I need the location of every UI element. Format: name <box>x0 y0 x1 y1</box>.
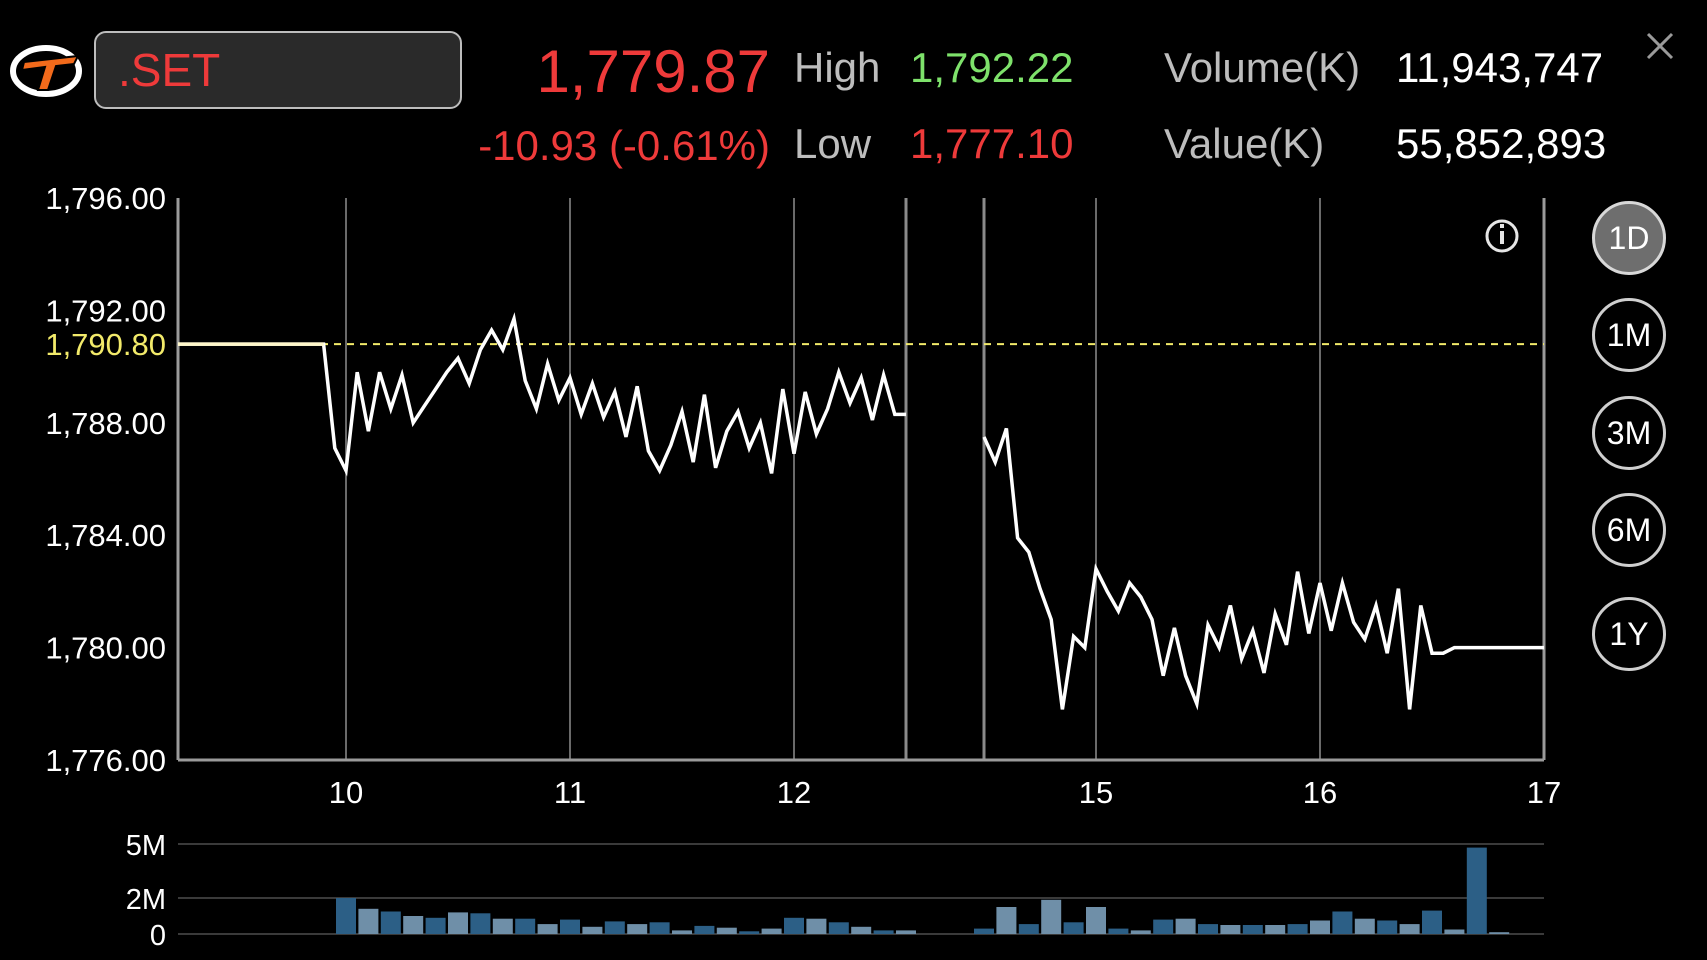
volume-bar <box>672 930 692 934</box>
volume-bar <box>560 919 580 934</box>
y-tick-label: 1,788.00 <box>45 406 166 441</box>
price-line-morning <box>178 312 906 477</box>
volume-tick-label: 5M <box>126 830 166 862</box>
volume-bar <box>358 908 379 934</box>
volume-bar <box>1466 847 1487 934</box>
volume-bar <box>1399 924 1420 934</box>
prev-close-label: 1,790.80 <box>45 327 166 362</box>
y-tick-label: 1,796.00 <box>45 181 166 216</box>
volume-bar <box>1354 918 1375 934</box>
volume-bar <box>380 911 401 934</box>
volume-bar <box>515 918 536 934</box>
value-value: 55,852,893 <box>1396 120 1607 167</box>
x-tick-label: 17 <box>1527 775 1561 810</box>
high-label: High <box>794 44 881 91</box>
low-value: 1,777.10 <box>910 120 1074 167</box>
low-label: Low <box>794 120 872 167</box>
volume-bar <box>1422 910 1442 934</box>
period-button-1d[interactable]: 1D <box>1592 201 1666 275</box>
price-series <box>178 312 1544 711</box>
volume-bar <box>1041 899 1062 934</box>
volume-bar <box>1444 929 1465 934</box>
volume-bar <box>627 924 648 934</box>
volume-bar <box>761 928 782 934</box>
volume-bar <box>694 925 715 934</box>
volume-bar <box>1489 932 1510 934</box>
value-label: Value(K) <box>1164 120 1325 167</box>
volume-bar <box>649 922 670 934</box>
y-axis-labels: 1,776.00 1,780.00 1,784.00 1,788.00 1,792.00… <box>45 181 166 778</box>
volume-bar <box>851 926 872 934</box>
volume-bar <box>739 931 760 934</box>
volume-bar <box>1377 920 1398 934</box>
volume-bar <box>1063 922 1084 934</box>
x-tick-label: 15 <box>1079 775 1113 810</box>
volume-bar <box>470 913 491 934</box>
y-tick-label: 1,776.00 <box>45 743 166 778</box>
high-value: 1,792.22 <box>910 44 1074 91</box>
x-tick-label: 10 <box>329 775 363 810</box>
period-button-1m[interactable]: 1M <box>1592 298 1666 372</box>
symbol-input[interactable]: .SET <box>94 31 462 109</box>
volume-bar <box>974 928 994 934</box>
volume-bar <box>1265 925 1286 934</box>
info-icon[interactable] <box>1485 219 1519 253</box>
volume-value: 11,943,747 <box>1396 44 1604 91</box>
price-line-afternoon <box>982 427 1544 711</box>
volume-bar <box>1332 911 1353 934</box>
volume-bar <box>336 898 356 934</box>
volume-tick-label: 2M <box>126 884 166 916</box>
volume-bar <box>1086 907 1106 934</box>
session-gridlines <box>345 198 1321 760</box>
volume-bar <box>604 921 625 934</box>
chart-axes <box>176 198 1546 762</box>
x-tick-label: 16 <box>1303 775 1337 810</box>
volume-bar <box>996 907 1017 934</box>
volume-bar <box>873 930 894 934</box>
volume-bar <box>1153 919 1174 934</box>
x-axis-labels: 10 11 12 15 16 17 <box>329 775 1561 810</box>
volume-bar <box>1287 924 1308 934</box>
volume-bars <box>336 847 1510 934</box>
last-price: 1,779.87 <box>536 38 770 105</box>
volume-bar <box>896 930 916 934</box>
volume-bar <box>448 912 468 934</box>
period-button-1y[interactable]: 1Y <box>1592 597 1666 671</box>
volume-bar <box>537 924 558 934</box>
volume-bar <box>828 922 849 934</box>
price-change: -10.93 (-0.61%) <box>478 122 770 169</box>
volume-bar <box>425 917 446 934</box>
volume-bar <box>1310 920 1330 934</box>
volume-bar <box>1220 925 1241 934</box>
volume-bar <box>1018 924 1039 934</box>
y-tick-label: 1,792.00 <box>45 293 166 328</box>
volume-bar <box>403 916 424 934</box>
volume-bar <box>582 926 603 934</box>
volume-bar <box>1108 928 1129 934</box>
x-tick-label: 11 <box>554 775 586 810</box>
volume-bar <box>492 918 513 934</box>
period-button-3m[interactable]: 3M <box>1592 396 1666 470</box>
close-icon[interactable] <box>1640 26 1680 66</box>
y-tick-label: 1,780.00 <box>45 631 166 666</box>
volume-bar <box>784 917 804 934</box>
volume-bar <box>716 927 737 934</box>
volume-bar <box>1242 925 1263 934</box>
period-button-6m[interactable]: 6M <box>1592 493 1666 567</box>
volume-tick-label: 0 <box>150 920 166 952</box>
broker-logo-icon <box>10 45 82 97</box>
y-tick-label: 1,784.00 <box>45 518 166 553</box>
volume-bar <box>1130 930 1151 934</box>
x-tick-label: 12 <box>777 775 811 810</box>
volume-bar <box>1198 924 1218 934</box>
volume-bar <box>1175 918 1196 934</box>
volume-label: Volume(K) <box>1164 44 1361 91</box>
volume-bar <box>806 918 827 934</box>
